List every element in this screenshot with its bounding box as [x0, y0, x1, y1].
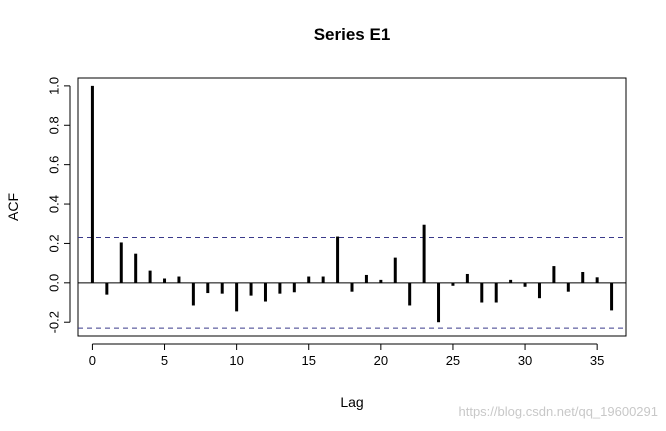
x-tick-label: 15	[302, 353, 316, 368]
x-tick-label: 25	[446, 353, 460, 368]
y-tick-label: 1.0	[47, 77, 62, 95]
x-tick-label: 35	[590, 353, 604, 368]
x-tick-label: 20	[374, 353, 388, 368]
y-tick-label: 0.6	[47, 156, 62, 174]
acf-bars	[90, 85, 614, 323]
x-tick-label: 0	[89, 353, 96, 368]
plot-frame	[77, 77, 627, 337]
confidence-bounds	[78, 237, 626, 329]
y-tick-label: 0.0	[47, 274, 62, 292]
x-axis-label: Lag	[340, 394, 363, 410]
y-tick-label: -0.2	[47, 311, 62, 333]
y-axis: -0.2 0.0 0.2 0.4 0.6 0.8 1.0	[47, 77, 71, 333]
x-axis: 0 5 10 15 20 25 30 35	[89, 343, 604, 368]
x-tick-label: 30	[518, 353, 532, 368]
x-tick-label: 10	[229, 353, 243, 368]
chart-title: Series E1	[314, 25, 391, 44]
watermark-text: https://blog.csdn.net/qq_19600291	[459, 404, 659, 419]
y-axis-label: ACF	[5, 193, 21, 221]
x-tick-label: 5	[161, 353, 168, 368]
y-tick-label: 0.2	[47, 234, 62, 252]
y-tick-label: 0.8	[47, 116, 62, 134]
y-tick-label: 0.4	[47, 195, 62, 213]
